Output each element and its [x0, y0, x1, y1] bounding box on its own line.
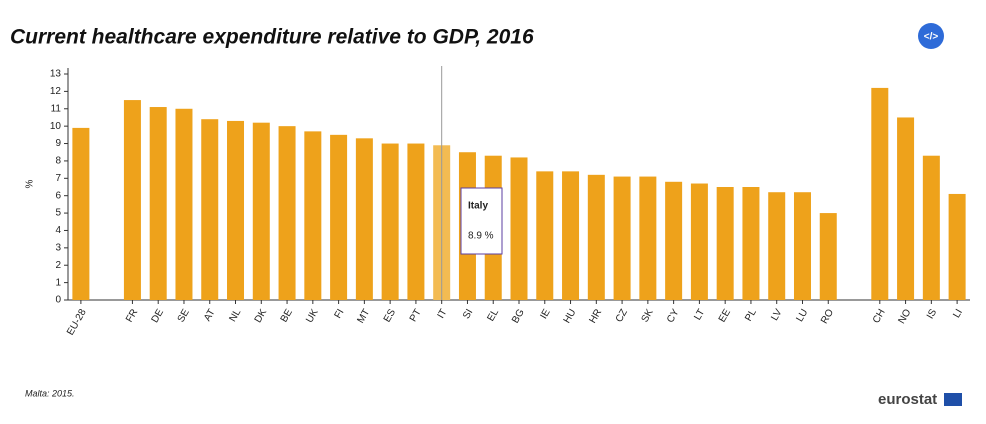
x-tick-label: FR: [124, 307, 140, 324]
x-tick-label: LI: [951, 307, 965, 320]
bar: [768, 192, 786, 300]
bar: [407, 143, 425, 300]
bar: [742, 187, 760, 300]
y-tick-label: 11: [51, 103, 62, 114]
bar: [613, 176, 631, 300]
x-tick-label: NL: [227, 307, 243, 324]
x-tick-label: SK: [640, 307, 656, 324]
y-tick-label: 4: [55, 225, 61, 236]
bar: [690, 183, 708, 300]
bar: [381, 143, 399, 300]
bar: [175, 108, 193, 301]
bar: [123, 100, 141, 300]
x-tick-label: HU: [562, 307, 579, 325]
tooltip-value: 8.9 %: [468, 231, 494, 242]
x-tick-label: LT: [692, 307, 707, 322]
x-tick-label: UK: [304, 307, 321, 325]
x-tick-label: BG: [510, 307, 527, 325]
x-tick-label: DK: [253, 307, 270, 325]
chart-title: Current healthcare expenditure relative …: [10, 26, 534, 49]
y-axis-label: %: [25, 179, 36, 188]
x-tick-label: BE: [279, 307, 295, 324]
y-tick-label: 12: [50, 86, 62, 97]
x-tick-label: LV: [769, 307, 784, 323]
bar: [304, 131, 322, 300]
x-tick-label: PL: [743, 307, 759, 323]
x-tick-label: CZ: [614, 307, 630, 324]
x-tick-label: EU-28: [65, 307, 89, 337]
y-tick-label: 8: [55, 156, 61, 167]
bar: [278, 126, 296, 301]
y-tick-label: 0: [55, 295, 61, 306]
y-tick-label: 7: [55, 173, 61, 184]
x-tick-label: EL: [485, 307, 501, 323]
bar: [72, 127, 90, 301]
bar: [562, 171, 580, 300]
bar: [510, 157, 528, 300]
x-tick-label: ES: [382, 307, 398, 324]
x-tick-label: LU: [794, 307, 810, 324]
y-tick-label: 10: [50, 121, 62, 132]
y-tick-label: 5: [55, 208, 61, 219]
bar: [871, 87, 889, 301]
bar: [922, 155, 940, 300]
tooltip-title: Italy: [468, 201, 488, 212]
bar: [201, 119, 219, 300]
bar: [948, 193, 966, 300]
bar: [897, 117, 915, 300]
x-tick-label: IS: [925, 307, 939, 321]
bar: [330, 134, 348, 300]
x-tick-label: SI: [461, 307, 475, 321]
x-tick-label: MT: [356, 307, 373, 325]
x-tick-label: CH: [871, 307, 888, 325]
x-tick-label: HR: [587, 307, 604, 325]
eu-flag: [944, 393, 962, 406]
bar: [793, 192, 811, 300]
x-tick-label: SE: [176, 307, 192, 324]
y-tick-label: 9: [55, 138, 61, 149]
y-tick-label: 2: [55, 260, 61, 271]
x-tick-label: RO: [819, 307, 836, 326]
y-tick-label: 13: [50, 69, 62, 80]
x-tick-label: AT: [202, 307, 218, 323]
embed-button-label[interactable]: </>: [924, 32, 939, 43]
bar: [355, 138, 373, 300]
x-tick-label: DE: [150, 307, 167, 325]
bar: [149, 107, 167, 301]
x-tick-label: PT: [408, 307, 424, 324]
x-tick-label: NO: [896, 307, 913, 326]
tooltip-box: [460, 187, 503, 255]
bar: [639, 176, 657, 300]
bar: [665, 181, 683, 300]
embed-button[interactable]: [918, 23, 944, 49]
bar: [819, 213, 837, 300]
source-logo: eurostat: [878, 391, 937, 408]
x-tick-label: IE: [538, 307, 552, 321]
bar: [227, 120, 245, 300]
bar: [716, 187, 734, 300]
y-tick-label: 1: [55, 277, 61, 288]
x-tick-label: IT: [436, 307, 450, 320]
x-tick-label: CY: [665, 307, 682, 325]
bar: [252, 122, 270, 300]
x-tick-label: EE: [717, 307, 733, 324]
bar: [536, 171, 554, 300]
x-tick-label: FI: [333, 307, 347, 320]
y-tick-label: 6: [55, 190, 61, 201]
footnote: Malta: 2015.: [25, 388, 75, 398]
bar: [587, 174, 605, 300]
y-tick-label: 3: [55, 242, 61, 253]
